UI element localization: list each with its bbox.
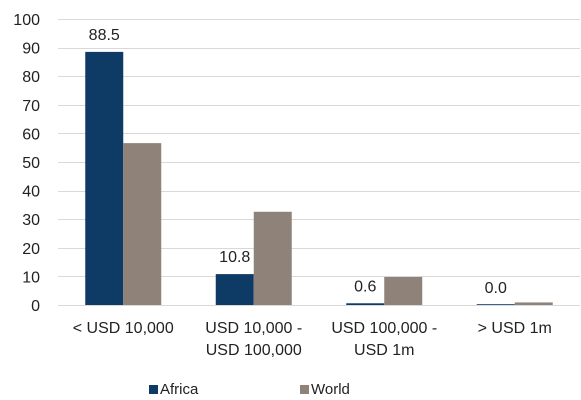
bar-africa-0 [85,51,124,305]
bar-africa-1 [215,274,254,305]
y-tick-label: 80 [22,69,40,86]
y-tick-label: 90 [22,41,40,58]
x-tick-label: < USD 10,000 [73,320,174,337]
y-tick-label: 70 [22,98,40,115]
data-labels: 88.5 10.8 0.6 0.0 [89,27,507,297]
data-label-africa-3: 0.0 [485,280,507,297]
x-tick-label: > USD 1m [478,320,552,337]
data-label-africa-1: 10.8 [219,249,250,266]
bar-africa-2 [346,303,385,305]
x-tick-label: USD 1m [354,342,414,359]
bar-world-0 [123,143,162,305]
x-tick-label: USD 10,000 - [205,320,302,337]
x-tick-label: USD 100,000 - [331,320,437,337]
legend-swatch-africa [149,385,158,394]
legend-label-africa: Africa [160,381,199,398]
data-label-africa-0: 88.5 [89,27,120,44]
y-tick-label: 100 [13,12,40,29]
legend-swatch-world [300,385,309,394]
x-tick-label: USD 100,000 [206,342,302,359]
y-tick-label: 20 [22,241,40,258]
bars [85,51,553,305]
y-tick-label: 40 [22,184,40,201]
data-label-africa-2: 0.6 [354,278,376,295]
y-tick-label: 10 [22,269,40,286]
legend-label-world: World [311,381,350,398]
x-axis-tick-labels: < USD 10,000 USD 10,000 - USD 100,000 USD 1… [73,320,552,359]
y-tick-label: 30 [22,212,40,229]
bar-world-2 [384,276,423,305]
bar-africa-3 [476,304,515,305]
legend: Africa World [149,381,350,398]
bar-world-3 [514,302,553,305]
bar-world-1 [253,211,292,305]
y-tick-label: 0 [31,298,40,315]
y-axis-tick-labels: 0 10 20 30 40 50 60 70 80 90 100 [13,12,40,315]
y-tick-label: 60 [22,126,40,143]
y-tick-label: 50 [22,155,40,172]
